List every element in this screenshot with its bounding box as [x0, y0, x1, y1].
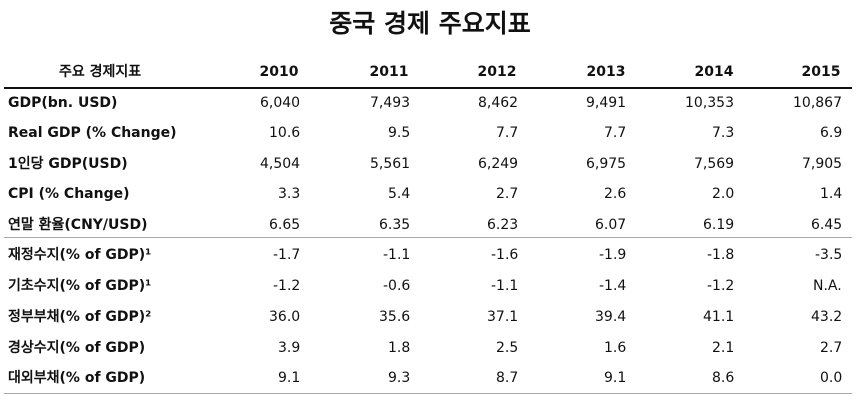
value-cell: 8.6 [712, 370, 735, 386]
value-cell: 2.7 [496, 186, 519, 202]
value-cell: 6.65 [269, 217, 301, 233]
row-label: CPI (% Change) [8, 186, 130, 202]
value-cell: -1.2 [707, 278, 735, 294]
row-label: 기초수지(% of GDP)¹ [8, 278, 152, 294]
value-cell: 6,040 [260, 95, 301, 111]
value-cell: -1.9 [599, 247, 627, 263]
row-label: 대외부채(% of GDP) [8, 370, 146, 386]
header-cell: 2013 [586, 64, 626, 80]
value-cell: 6.35 [379, 217, 411, 233]
row-label: 1인당 GDP(USD) [8, 156, 128, 172]
value-cell: 8,462 [478, 95, 519, 111]
value-cell: 2.7 [820, 340, 843, 356]
value-cell: 35.6 [379, 309, 411, 325]
value-cell: 9.1 [278, 370, 301, 386]
header-cell: 2012 [477, 64, 517, 80]
value-cell: 43.2 [811, 309, 843, 325]
value-cell: 6.45 [811, 217, 843, 233]
value-cell: -1.7 [273, 247, 301, 263]
section-rule [4, 237, 852, 238]
value-cell: -1.6 [491, 247, 519, 263]
value-cell: 1.4 [820, 186, 843, 202]
value-cell: 37.1 [487, 309, 519, 325]
value-cell: 9.1 [604, 370, 627, 386]
header-cell: 주요 경제지표 [59, 64, 142, 80]
value-cell: -0.6 [383, 278, 411, 294]
value-cell: 6,975 [586, 156, 627, 172]
value-cell: 10.6 [269, 125, 301, 141]
header-cell: 2014 [694, 64, 734, 80]
header-cell: 2011 [369, 64, 409, 80]
value-cell: -1.4 [599, 278, 627, 294]
value-cell: -1.1 [383, 247, 411, 263]
row-label: 연말 환율(CNY/USD) [8, 217, 148, 233]
value-cell: 8.7 [496, 370, 519, 386]
value-cell: 5,561 [370, 156, 411, 172]
value-cell: 2.6 [604, 186, 627, 202]
value-cell: -1.1 [491, 278, 519, 294]
value-cell: 7.3 [712, 125, 735, 141]
bottom-rule [4, 393, 852, 394]
header-cell: 2015 [801, 64, 841, 80]
value-cell: 1.8 [388, 340, 411, 356]
value-cell: 5.4 [388, 186, 411, 202]
row-label: GDP(bn. USD) [8, 95, 118, 111]
row-label: 정부부채(% of GDP)² [8, 309, 152, 325]
value-cell: 6,249 [478, 156, 519, 172]
value-cell: 6.23 [487, 217, 519, 233]
value-cell: 10,867 [793, 95, 842, 111]
row-label: 재정수지(% of GDP)¹ [8, 247, 152, 263]
header-rule [4, 87, 852, 89]
row-label: 경상수지(% of GDP) [8, 340, 146, 356]
value-cell: 6.19 [703, 217, 735, 233]
value-cell: -1.8 [707, 247, 735, 263]
value-cell: -1.2 [273, 278, 301, 294]
value-cell: 10,353 [685, 95, 734, 111]
value-cell: 3.3 [278, 186, 301, 202]
value-cell: 9.5 [388, 125, 411, 141]
row-label: Real GDP (% Change) [8, 125, 177, 141]
value-cell: 39.4 [595, 309, 627, 325]
value-cell: 7.7 [496, 125, 519, 141]
value-cell: 6.07 [595, 217, 627, 233]
value-cell: 2.1 [712, 340, 735, 356]
value-cell: 9,491 [586, 95, 627, 111]
value-cell: 3.9 [278, 340, 301, 356]
value-cell: 9.3 [388, 370, 411, 386]
value-cell: 2.0 [712, 186, 735, 202]
value-cell: 7,493 [370, 95, 411, 111]
value-cell: 4,504 [260, 156, 301, 172]
value-cell: 0.0 [820, 370, 843, 386]
value-cell: 36.0 [269, 309, 301, 325]
title: 중국 경제 주요지표 [329, 9, 531, 38]
value-cell: 1.6 [604, 340, 627, 356]
value-cell: 41.1 [703, 309, 735, 325]
value-cell: -3.5 [815, 247, 843, 263]
value-cell: 2.5 [496, 340, 519, 356]
value-cell: 6.9 [820, 125, 843, 141]
value-cell: N.A. [813, 278, 842, 294]
header-cell: 2010 [259, 64, 299, 80]
value-cell: 7.7 [604, 125, 627, 141]
value-cell: 7,569 [694, 156, 735, 172]
value-cell: 7,905 [802, 156, 843, 172]
